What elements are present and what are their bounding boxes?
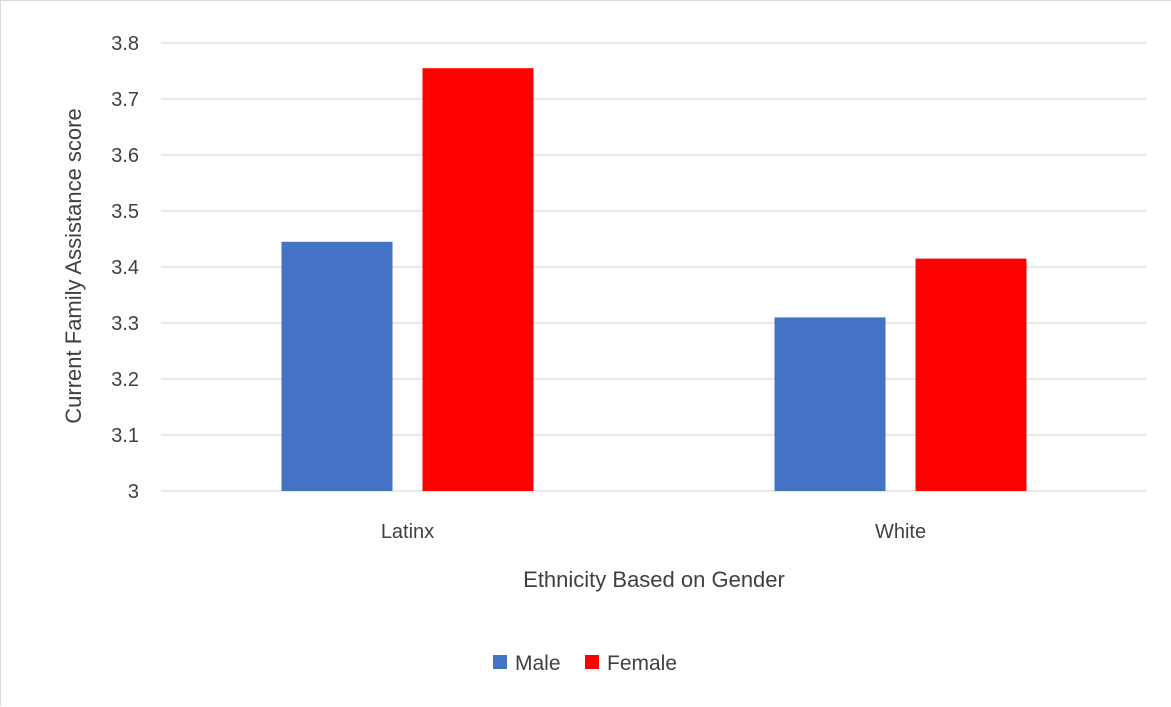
bar-female-white: [915, 258, 1027, 491]
legend-swatch-female: [585, 655, 599, 669]
y-tick-label: 3.2: [111, 369, 139, 391]
y-tick-label: 3.3: [111, 313, 139, 335]
y-tick-label: 3.4: [111, 257, 139, 279]
y-tick-label: 3.6: [111, 145, 139, 167]
x-axis-title: Ethnicity Based on Gender: [523, 567, 785, 592]
x-axis-categories: Latinx White: [381, 521, 926, 543]
y-tick-label: 3.7: [111, 89, 139, 111]
x-category-label: White: [875, 521, 926, 543]
legend: Male Female: [493, 652, 677, 675]
bars: [281, 68, 1027, 491]
bar-female-latinx: [422, 68, 534, 491]
bar-male-latinx: [281, 241, 393, 491]
y-tick-label: 3.8: [111, 33, 139, 55]
y-tick-label: 3.1: [111, 425, 139, 447]
x-category-label: Latinx: [381, 521, 434, 543]
y-axis-title: Current Family Assistance score: [61, 108, 86, 423]
y-tick-label: 3: [128, 481, 139, 503]
legend-label-female: Female: [607, 652, 677, 675]
legend-swatch-male: [493, 655, 507, 669]
y-axis-ticks: 3 3.1 3.2 3.3 3.4 3.5 3.6 3.7 3.8: [111, 33, 139, 503]
y-tick-label: 3.5: [111, 201, 139, 223]
bar-male-white: [774, 317, 886, 491]
legend-label-male: Male: [515, 652, 561, 675]
